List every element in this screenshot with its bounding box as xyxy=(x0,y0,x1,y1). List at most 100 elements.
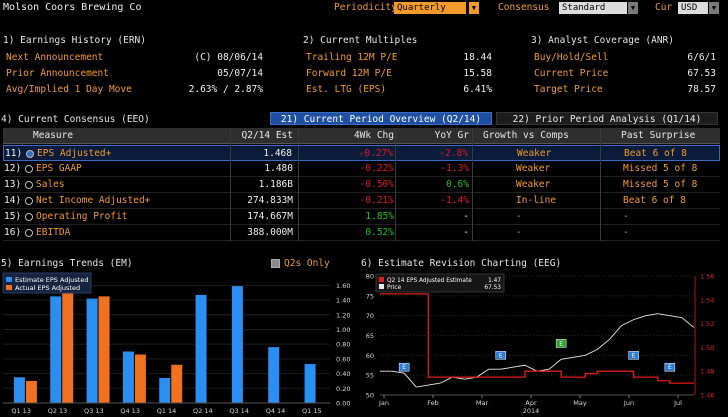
actual-bar[interactable] xyxy=(25,380,37,403)
row-radio-icon[interactable] xyxy=(25,165,33,173)
consensus-row[interactable]: 16) EBITDA 388.000M 0.52% - - - xyxy=(3,225,720,241)
bar-x-tick-label: Q3 14 xyxy=(229,407,249,415)
price-tick-label: 80 xyxy=(366,273,374,281)
periodicity-dropdown-icon[interactable]: ▼ xyxy=(469,2,479,14)
row-growth-comps: In-line xyxy=(516,195,557,206)
estimate-tick-label: 1.46 xyxy=(700,392,714,400)
consensus-select[interactable]: Standard xyxy=(559,2,627,14)
revision-marker[interactable] xyxy=(398,362,410,372)
price-tick-label: 65 xyxy=(366,332,374,340)
row-4wk-chg: 1.85% xyxy=(365,211,394,222)
target-price-value: 78.57 xyxy=(687,84,716,95)
tab-current-period[interactable]: 21) Current Period Overview (Q2/14) xyxy=(270,112,492,125)
estimate-bar[interactable] xyxy=(122,351,134,403)
row-estimate: 274.833M xyxy=(247,195,293,206)
row-estimate: 1.480 xyxy=(264,163,293,174)
row-radio-icon[interactable] xyxy=(25,229,33,237)
column-divider xyxy=(230,128,231,241)
consensus-row[interactable]: 14) Net Income Adjusted+ 274.833M -0.21% -1.… xyxy=(3,193,720,209)
estimate-bar[interactable] xyxy=(159,378,171,403)
currency-select[interactable]: USD xyxy=(678,2,708,14)
currency-label: Cur xyxy=(655,2,673,13)
row-estimate: 1.468 xyxy=(263,148,292,159)
estimate-bar[interactable] xyxy=(50,296,62,403)
consensus-row[interactable]: 15) Operating Profit 174.667M 1.85% - - - xyxy=(3,209,720,225)
estimate-tick-label: 1.54 xyxy=(700,296,714,304)
estimate-revision-chart: E E E E E 80 75 70 65 60 55 50 1.56 1.54 1.52 1.50 1.4… xyxy=(362,270,728,417)
actual-bar[interactable] xyxy=(62,292,74,403)
row-number: 11) xyxy=(5,148,23,159)
estimate-bar[interactable] xyxy=(86,298,98,403)
actual-bar[interactable] xyxy=(98,296,110,403)
estimate-bar[interactable] xyxy=(195,294,207,403)
q2s-only-checkbox[interactable] xyxy=(271,259,280,268)
estimate-revision-title[interactable]: 6) Estimate Revision Charting (EEG) xyxy=(361,258,562,269)
estimate-bar[interactable] xyxy=(13,377,25,403)
periodicity-label: Periodicity xyxy=(334,2,397,13)
actual-bar[interactable] xyxy=(171,364,183,403)
consensus-row[interactable]: 11) EPS Adjusted+ 1.468 -0.27% -2.8% Weaker Be… xyxy=(3,145,720,161)
estimate-tick-label: 1.48 xyxy=(700,368,714,376)
revision-marker-label: E xyxy=(402,364,406,371)
row-number: 15) xyxy=(4,211,22,222)
row-radio-icon[interactable] xyxy=(26,150,34,158)
current-consensus-title[interactable]: 4) Current Consensus (EEO) xyxy=(1,114,150,125)
analyst-coverage-title[interactable]: 3) Analyst Coverage (ANR) xyxy=(531,35,674,46)
consensus-dropdown-icon[interactable]: ▼ xyxy=(628,2,638,14)
trailing-pe-label: Trailing 12M P/E xyxy=(306,52,398,63)
earnings-history-title[interactable]: 1) Earnings History (ERN) xyxy=(3,35,146,46)
date-axis: Jan Feb Mar Apr May Jun Jul 2014 xyxy=(378,394,694,415)
estimate-bar[interactable] xyxy=(304,364,316,403)
consensus-row[interactable]: 13) Sales 1.186B -0.50% 0.6% Weaker Missed 5 o… xyxy=(3,177,720,193)
column-divider xyxy=(600,128,601,241)
row-radio-icon[interactable] xyxy=(25,197,33,205)
bar-y-tick-label: 1.00 xyxy=(336,326,350,334)
revision-marker[interactable] xyxy=(555,339,567,348)
avg-implied-move-value: 2.63% / 2.87% xyxy=(188,84,263,95)
actual-bar[interactable] xyxy=(134,354,146,403)
prior-announcement-value: 05/07/14 xyxy=(217,68,263,79)
trailing-pe-value: 18.44 xyxy=(463,52,492,63)
row-growth-comps: Weaker xyxy=(516,179,551,190)
column-divider xyxy=(395,128,396,241)
est-ltg-label: Est. LTG (EPS) xyxy=(306,84,387,95)
revision-marker-label: E xyxy=(668,364,672,371)
revision-marker-label: E xyxy=(499,352,503,359)
row-radio-icon[interactable] xyxy=(25,181,33,189)
security-title: Molson Coors Brewing Co xyxy=(3,2,142,13)
line-legend: Q2 14 EPS Adjusted Estimate 1.47 Price 6… xyxy=(375,273,505,293)
row-estimate: 388.000M xyxy=(247,227,293,238)
price-axis: 80 75 70 65 60 55 50 xyxy=(366,273,374,400)
row-measure: EBITDA xyxy=(36,227,71,238)
header-yoy-gr: YoY Gr xyxy=(434,130,469,141)
tab-prior-period[interactable]: 22) Prior Period Analysis (Q1/14) xyxy=(496,112,718,125)
bar-y-axis: 0.00 0.20 0.40 0.60 0.80 1.00 1.20 1.40 1.60 xyxy=(336,282,350,408)
estimate-tick-label: 1.56 xyxy=(700,273,714,281)
header-est: Q2/14 Est xyxy=(241,130,293,141)
bar-y-tick-label: 0.80 xyxy=(336,341,350,349)
periodicity-select[interactable]: Quarterly xyxy=(394,2,466,14)
revision-marker[interactable] xyxy=(495,351,507,360)
row-past-surprise: Missed 5 of 8 xyxy=(623,179,698,190)
currency-dropdown-icon[interactable]: ▼ xyxy=(709,2,719,14)
row-yoy-gr: - xyxy=(463,211,469,222)
estimate-bar[interactable] xyxy=(231,286,243,403)
row-number: 13) xyxy=(4,179,22,190)
price-tick-label: 70 xyxy=(366,312,374,320)
estimate-bar[interactable] xyxy=(268,347,280,403)
date-tick-label: Jun xyxy=(623,399,634,407)
bar-x-tick-label: Q4 13 xyxy=(120,407,140,415)
bar-x-tick-label: Q2 13 xyxy=(48,407,68,415)
consensus-header-row: Measure Q2/14 Est 4Wk Chg YoY Gr Growth … xyxy=(3,128,720,144)
revision-markers: E E E E E xyxy=(398,339,676,372)
earnings-trends-title[interactable]: 5) Earnings Trends (EM) xyxy=(1,258,133,269)
consensus-row[interactable]: 12) EPS GAAP 1.480 -0.22% -1.3% Weaker Missed … xyxy=(3,161,720,177)
row-radio-icon[interactable] xyxy=(25,213,33,221)
revision-marker-label: E xyxy=(559,340,563,347)
price-tick-label: 60 xyxy=(366,352,374,360)
row-estimate: 174.667M xyxy=(247,211,293,222)
revision-marker[interactable] xyxy=(628,351,639,360)
bar-y-tick-label: 1.20 xyxy=(336,311,350,319)
bar-y-tick-label: 0.20 xyxy=(336,385,350,393)
revision-marker[interactable] xyxy=(664,362,676,372)
